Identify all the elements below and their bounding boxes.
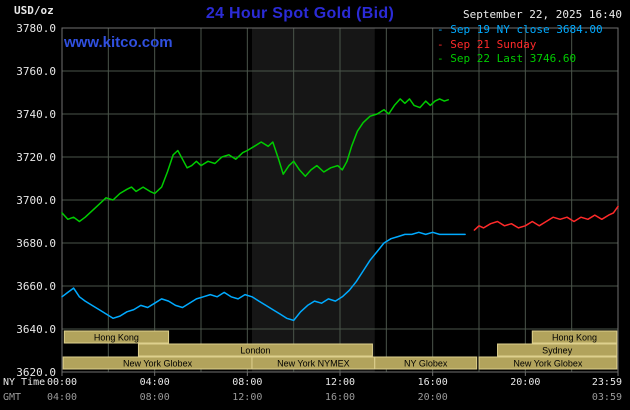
session-box xyxy=(531,330,618,344)
x-tick-label-gmt: 04:00 xyxy=(47,392,77,403)
y-tick-label: 3720.0 xyxy=(16,151,56,164)
session-box xyxy=(63,330,170,344)
ny-time-axis-label: NY Time xyxy=(3,377,45,388)
page-title: 24 Hour Spot Gold (Bid) xyxy=(205,5,395,22)
session-box xyxy=(478,356,618,370)
session-label: Sydney xyxy=(542,346,573,356)
session-label: New York Globex xyxy=(513,359,583,369)
session-label: New York Globex xyxy=(123,359,193,369)
x-tick-label-ny: 04:00 xyxy=(140,377,170,388)
x-tick-label-ny: 20:00 xyxy=(510,377,540,388)
units-label: USD/oz xyxy=(14,4,54,17)
chart-datetime: September 22, 2025 16:40 xyxy=(463,8,622,21)
x-tick-label-ny: 23:59 xyxy=(592,377,622,388)
y-tick-label: 3740.0 xyxy=(16,108,56,121)
x-tick-label-ny: 16:00 xyxy=(418,377,448,388)
x-tick-label-gmt: 03:59 xyxy=(592,392,622,403)
y-tick-label: 3620.0 xyxy=(16,366,56,379)
x-tick-label-ny: 08:00 xyxy=(232,377,262,388)
y-tick-label: 3700.0 xyxy=(16,194,56,207)
series-sep-22-last-3746-60 xyxy=(61,98,449,223)
gmt-axis-label: GMT xyxy=(3,392,21,403)
legend-item-sep21: - Sep 21 Sunday xyxy=(437,37,537,51)
session-label: London xyxy=(240,346,270,356)
series-sep-21-sunday xyxy=(473,205,619,231)
session-label: Hong Kong xyxy=(94,333,139,343)
y-tick-label: 3680.0 xyxy=(16,237,56,250)
legend-item-sep22: - Sep 22 Last 3746.60 xyxy=(437,52,577,65)
session-box xyxy=(137,343,373,357)
session-box xyxy=(497,343,618,357)
x-tick-label-ny: 12:00 xyxy=(325,377,355,388)
session-label: New York NYMEX xyxy=(277,359,350,369)
y-tick-label: 3640.0 xyxy=(16,323,56,336)
x-tick-label-gmt: 12:00 xyxy=(232,392,262,403)
session-label: NY Globex xyxy=(404,359,448,369)
session-box xyxy=(374,356,478,370)
y-tick-label: 3780.0 xyxy=(16,22,56,35)
x-tick-label-gmt: 16:00 xyxy=(325,392,355,403)
session-label: Hong Kong xyxy=(552,333,597,343)
series-sep-19-ny-close-3684-00 xyxy=(61,231,466,322)
x-tick-label-ny: 00:00 xyxy=(47,377,77,388)
legend-item-sep19: - Sep 19 NY close 3684.00 xyxy=(437,23,603,36)
legend: - Sep 19 NY close 3684.00 - Sep 21 Sunda… xyxy=(437,23,603,67)
kitco-watermark-link[interactable]: www.kitco.com xyxy=(64,34,173,51)
y-tick-label: 3760.0 xyxy=(16,65,56,78)
x-tick-label-gmt: 20:00 xyxy=(418,392,448,403)
x-tick-label-gmt: 08:00 xyxy=(140,392,170,403)
y-tick-label: 3660.0 xyxy=(16,280,56,293)
